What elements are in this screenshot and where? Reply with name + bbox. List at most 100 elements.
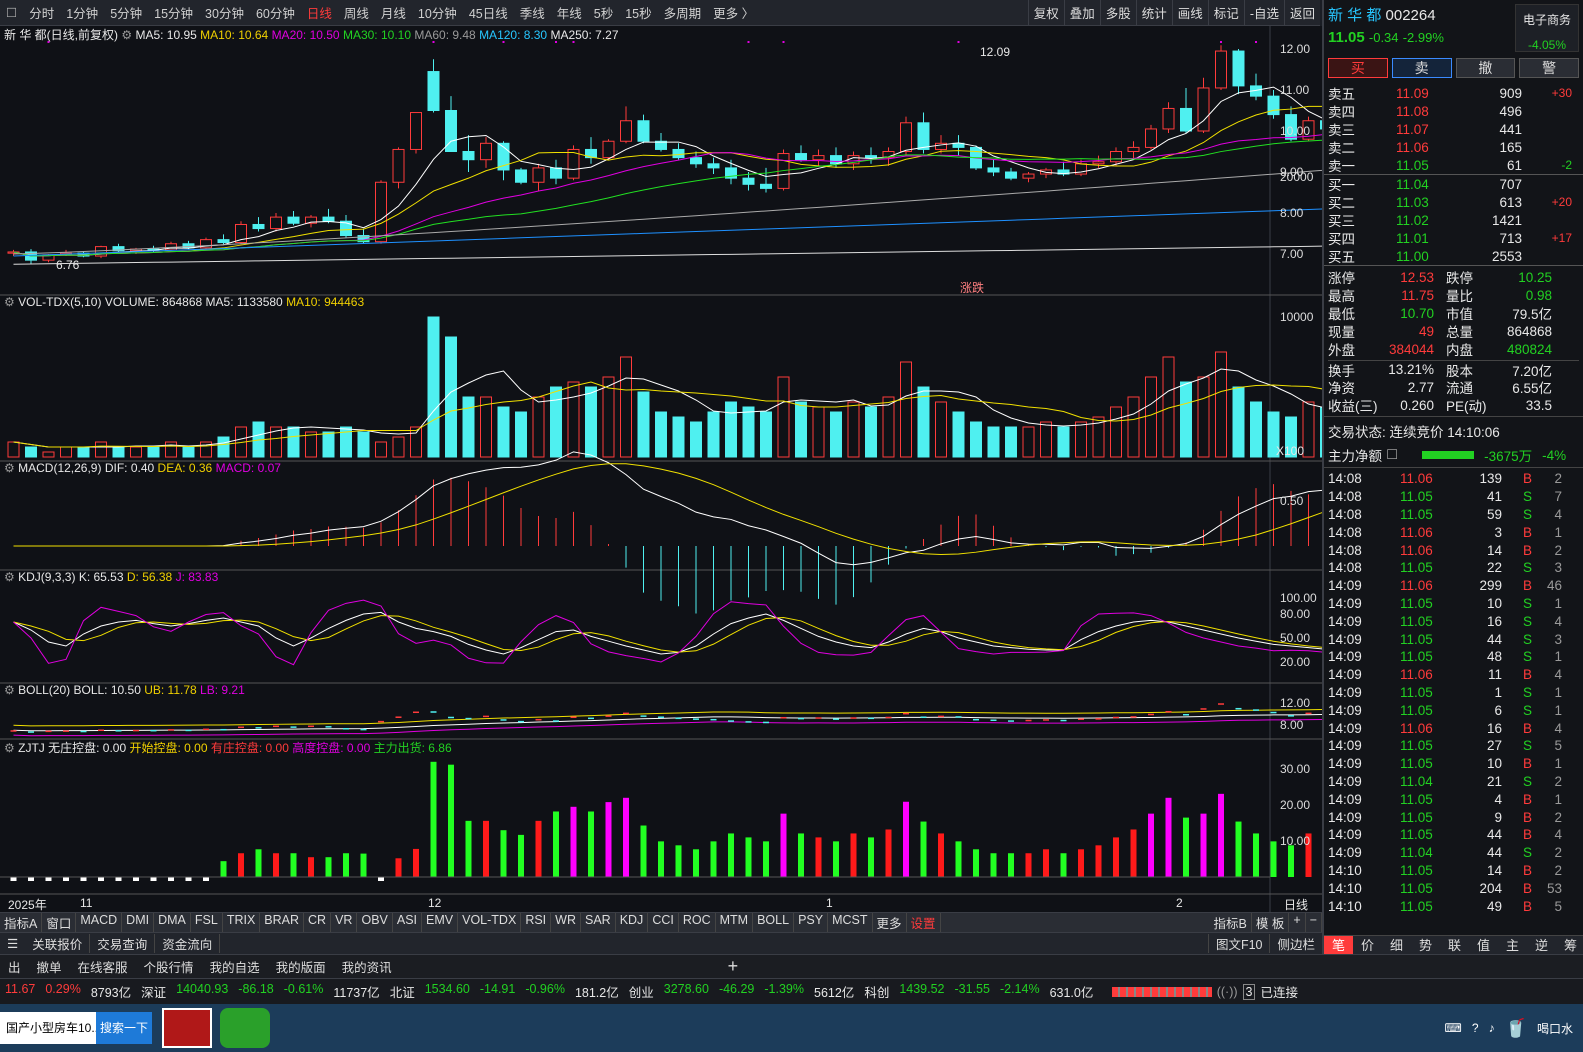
period-tab-4[interactable]: 30分钟: [205, 7, 244, 21]
app-icon-securities[interactable]: [162, 1008, 213, 1048]
tool-button-3[interactable]: 统计: [1135, 0, 1172, 25]
tool-button-2[interactable]: 多股: [1099, 0, 1136, 25]
period-tab-16[interactable]: 更多 〉: [713, 7, 755, 21]
indicator-tab-11[interactable]: ASI: [393, 913, 423, 932]
tool-button-1[interactable]: 叠加: [1063, 0, 1100, 25]
sidebar-tab-7[interactable]: 逆: [1534, 938, 1548, 953]
sidebar-tab-2[interactable]: 细: [1389, 938, 1403, 953]
period-tab-3[interactable]: 15分钟: [154, 7, 194, 21]
app-icon-ai[interactable]: [220, 1008, 271, 1048]
alert-button[interactable]: 警: [1519, 58, 1579, 78]
period-tab-6[interactable]: 日线: [306, 7, 332, 21]
indicator-tab-22[interactable]: PSY: [794, 913, 829, 932]
sidebar-tab-6[interactable]: 主: [1505, 938, 1519, 953]
function-button-4[interactable]: 我的自选: [209, 961, 260, 975]
indicator-tab-21[interactable]: BOLL: [753, 913, 795, 932]
drink-icon[interactable]: 🥤: [1504, 1017, 1527, 1038]
period-tab-10[interactable]: 45日线: [468, 7, 508, 21]
indicator-tab-8[interactable]: CR: [304, 913, 332, 932]
bids-row[interactable]: 买三 11.02 1421: [1328, 211, 1579, 230]
function-button-3[interactable]: 个股行情: [143, 961, 194, 975]
bids-row[interactable]: 买四 11.01 713 +17: [1328, 229, 1579, 248]
period-tab-14[interactable]: 15秒: [625, 7, 652, 21]
toggle-icon[interactable]: ☐: [1386, 447, 1399, 462]
indicator-tab-23[interactable]: MCST: [828, 913, 873, 932]
period-tab-0[interactable]: 分时: [29, 7, 55, 21]
settings-icon[interactable]: ⚙: [121, 28, 133, 42]
period-tab-5[interactable]: 60分钟: [255, 7, 295, 21]
tool-button-6[interactable]: -自选: [1243, 0, 1284, 25]
sub-right-tab-0[interactable]: 图文F10: [1207, 934, 1270, 953]
period-tab-7[interactable]: 周线: [343, 7, 369, 21]
period-tab-11[interactable]: 季线: [519, 7, 545, 21]
bids-row[interactable]: 买二 11.03 613 +20: [1328, 193, 1579, 212]
asks-row[interactable]: 卖二 11.06 165: [1328, 138, 1579, 157]
sector-name[interactable]: 电子商务: [1522, 13, 1571, 27]
indicator-tab-19[interactable]: ROC: [679, 913, 716, 932]
sub-tab-2[interactable]: 资金流向: [155, 934, 221, 953]
menu-icon[interactable]: ☐: [6, 6, 18, 20]
tool-button-0[interactable]: 复权: [1027, 0, 1064, 25]
sidebar-tab-4[interactable]: 联: [1447, 938, 1461, 953]
indicator-tab-24[interactable]: 更多: [873, 913, 907, 932]
cancel-order-button[interactable]: 撤: [1455, 58, 1516, 78]
panel-icon[interactable]: ☰: [7, 937, 19, 951]
period-tab-13[interactable]: 5秒: [593, 7, 614, 21]
asks-row[interactable]: 卖四 11.08 496: [1328, 102, 1579, 121]
function-button-0[interactable]: 出: [8, 961, 21, 975]
period-tab-8[interactable]: 月线: [380, 7, 406, 21]
sell-button[interactable]: 卖: [1391, 58, 1452, 78]
indicator-tab-16[interactable]: SAR: [581, 913, 616, 932]
indicator-tab-9[interactable]: VR: [331, 913, 358, 932]
period-tab-2[interactable]: 5分钟: [110, 7, 143, 21]
asks-row[interactable]: 卖一 11.05 61 -2: [1328, 156, 1579, 175]
function-button-6[interactable]: 我的资讯: [341, 961, 392, 975]
indicator-tab-4[interactable]: DMA: [154, 913, 191, 932]
indicator-tab-6[interactable]: TRIX: [223, 913, 261, 932]
sidebar-tab-0[interactable]: 笔: [1324, 936, 1353, 957]
sub-right-tab-1[interactable]: 侧边栏: [1269, 934, 1322, 953]
indicator-tab-20[interactable]: MTM: [716, 913, 754, 932]
period-tab-12[interactable]: 年线: [556, 7, 582, 21]
bids-row[interactable]: 买五 11.00 2553: [1328, 247, 1579, 266]
sound-icon[interactable]: ♪: [1488, 1021, 1495, 1035]
indicator-tab-13[interactable]: VOL-TDX: [458, 913, 522, 932]
indicator-tab-15[interactable]: WR: [551, 913, 581, 932]
function-button-5[interactable]: 我的版面: [275, 961, 326, 975]
kline-chart-area[interactable]: 12.00 11.00 10.00 9.00 8.00 7.00 20000 10000 0.5…: [0, 26, 1560, 912]
indicator-tab-3[interactable]: DMI: [122, 913, 155, 932]
function-button-2[interactable]: 在线客服: [77, 961, 128, 975]
indicator-tab-12[interactable]: EMV: [422, 913, 459, 932]
add-icon[interactable]: +: [727, 956, 739, 976]
function-button-1[interactable]: 撤单: [36, 961, 62, 975]
indicator-tab-14[interactable]: RSI: [521, 913, 552, 932]
period-tab-9[interactable]: 10分钟: [417, 7, 457, 21]
sidebar-tab-8[interactable]: 筹: [1563, 938, 1577, 953]
tool-button-7[interactable]: 返回: [1283, 0, 1320, 25]
indicator-tab-0[interactable]: 指标A: [0, 913, 43, 932]
keyboard-icon[interactable]: ⌨: [1444, 1021, 1462, 1035]
tool-button-4[interactable]: 画线: [1171, 0, 1208, 25]
indicator-tab-5[interactable]: FSL: [191, 913, 223, 932]
help-icon[interactable]: ?: [1471, 1021, 1479, 1035]
sidebar-tab-3[interactable]: 势: [1418, 938, 1432, 953]
indicator-right-tab-2[interactable]: +: [1289, 913, 1306, 932]
indicator-right-tab-0[interactable]: 指标B: [1210, 913, 1252, 932]
asks-row[interactable]: 卖三 11.07 441: [1328, 120, 1579, 139]
indicator-tab-18[interactable]: CCI: [648, 913, 679, 932]
indicator-right-tab-3[interactable]: −: [1306, 913, 1322, 932]
buy-button[interactable]: 买: [1328, 58, 1388, 78]
indicator-tab-25[interactable]: 设置: [907, 913, 941, 932]
indicator-tab-7[interactable]: BRAR: [260, 913, 305, 932]
indicator-tab-2[interactable]: MACD: [76, 913, 123, 932]
indicator-tab-17[interactable]: KDJ: [616, 913, 649, 932]
bids-row[interactable]: 买一 11.04 707: [1328, 175, 1579, 194]
sidebar-tab-5[interactable]: 值: [1476, 938, 1490, 953]
taskbar-search[interactable]: 搜索一下: [96, 1012, 153, 1044]
tool-button-5[interactable]: 标记: [1207, 0, 1244, 25]
indicator-tab-1[interactable]: 窗口: [42, 913, 77, 932]
period-tab-1[interactable]: 1分钟: [66, 7, 99, 21]
sub-tab-1[interactable]: 交易查询: [90, 934, 156, 953]
indicator-tab-10[interactable]: OBV: [357, 913, 393, 932]
period-tab-15[interactable]: 多周期: [663, 7, 702, 21]
